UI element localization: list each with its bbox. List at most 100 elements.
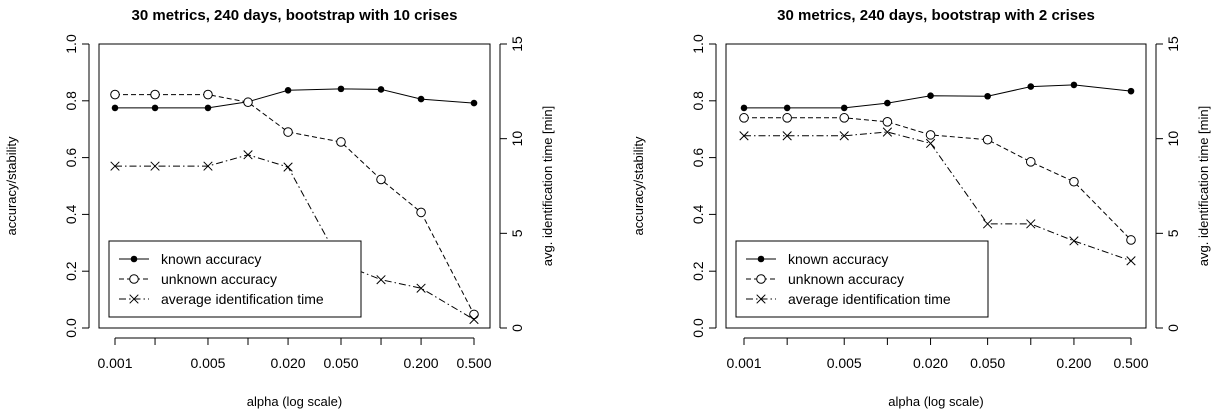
data-point [469,309,479,320]
x-tick-label: 0.005 [827,355,862,371]
data-point [110,161,120,171]
data-point [1127,87,1135,95]
data-point [376,275,386,285]
left-tick-label: 0.0 [63,318,79,338]
data-point [1025,157,1036,167]
y2-axis-label: avg. identification time [min] [1196,106,1211,266]
data-point [337,85,345,93]
legend-marker [129,274,139,284]
x-axis-label: alpha (log scale) [888,394,983,409]
plot-frame [98,43,491,329]
x-tick-label: 0.050 [323,355,358,371]
data-point [884,99,891,107]
y2-axis-label: avg. identification time [min] [540,106,555,266]
data-point [840,104,848,112]
left-tick-label: 0.8 [690,91,706,111]
legend-label: unknown accuracy [788,271,904,287]
legend-box [735,240,989,318]
legend-label: unknown accuracy [161,271,277,287]
data-point [1027,83,1035,90]
data-point [1069,176,1079,187]
data-point [1026,219,1036,229]
left-tick-label: 1.0 [690,34,706,54]
legend: known accuracy unknown accuracy average id… [108,240,362,318]
legend-box [108,240,362,318]
legend-marker [129,294,139,304]
data-point [111,104,119,112]
plot-frame [725,43,1147,329]
data-point [417,95,425,103]
data-point [927,92,934,99]
right-tick-label: 5 [1165,229,1181,237]
legend-marker [130,255,138,263]
data-point [243,97,253,108]
data-point [150,161,160,171]
legend-label: average identification time [161,291,324,307]
left-tick-label: 0.8 [63,91,79,111]
left-tick-label: 0.2 [690,261,706,281]
right-tick-label: 0 [1165,324,1181,332]
legend-label: known accuracy [788,251,888,267]
data-point [376,174,386,185]
data-point [336,137,346,147]
chart-panel-1: 30 metrics, 240 days, bootstrap with 10 … [4,7,555,409]
chart-panel-2: 30 metrics, 240 days, bootstrap with 2 c… [631,7,1211,409]
x-tick-label: 0.050 [970,355,1005,371]
data-point [782,131,792,141]
data-point [1126,256,1136,266]
x-tick-label: 0.001 [97,355,132,371]
data-point [839,113,850,123]
data-point [204,104,212,112]
data-point [882,117,893,127]
x-tick-label: 0.200 [404,355,439,371]
legend-marker [757,255,765,263]
x-tick-label: 0.500 [456,355,491,371]
x-tick-label: 0.020 [913,355,948,371]
data-point [1070,81,1078,89]
series-line-3 [744,131,1132,262]
series-line-2 [115,94,475,315]
data-point [151,104,159,112]
x-tick-label: 0.200 [1056,355,1091,371]
legend-marker [756,294,766,304]
x-tick-label: 0.005 [190,355,225,371]
data-point [377,86,385,93]
data-point [283,127,293,137]
data-point [470,99,478,107]
chart-title: 30 metrics, 240 days, bootstrap with 10 … [132,7,458,24]
x-axis-label: alpha (log scale) [247,394,342,409]
data-point [925,138,936,149]
right-tick-label: 5 [509,229,525,237]
data-point [739,113,749,123]
right-tick-label: 10 [1165,131,1181,147]
x-tick-label: 0.500 [1113,355,1148,371]
data-point [416,283,426,293]
left-tick-label: 1.0 [63,34,79,54]
y-axis-label: accuracy/stability [631,136,646,235]
left-tick-label: 0.4 [63,204,79,224]
right-tick-label: 10 [509,131,525,147]
data-point [203,89,213,100]
legend-marker [756,274,766,284]
legend-label: average identification time [788,291,951,307]
legend-label: known accuracy [161,251,261,267]
left-tick-label: 0.2 [63,261,79,281]
y-axis-label: accuracy/stability [4,136,19,235]
data-point [1069,236,1079,246]
data-point [982,134,993,145]
data-point [984,92,991,100]
data-point [243,150,253,160]
chart-title: 30 metrics, 240 days, bootstrap with 2 c… [777,7,1095,24]
data-point [110,89,120,100]
data-point [283,162,293,172]
data-point [882,127,893,137]
series-line-1 [744,84,1132,109]
data-point [739,131,749,141]
data-point [839,131,849,141]
data-point [469,314,479,325]
left-tick-label: 0.6 [63,148,79,168]
data-point [982,219,993,229]
left-tick-label: 0.4 [690,204,706,224]
legend: known accuracy unknown accuracy average id… [735,240,989,318]
